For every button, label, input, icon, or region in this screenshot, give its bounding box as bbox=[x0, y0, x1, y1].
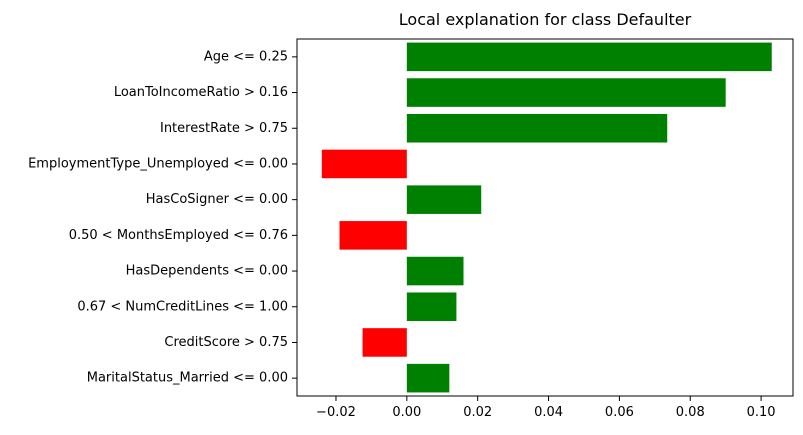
y-axis-ticks: Age <= 0.25 LoanToIncomeRatio > 0.16 Inter… bbox=[28, 49, 297, 386]
y-tick-label: 0.50 < MonthsEmployed <= 0.76 bbox=[69, 228, 288, 243]
x-tick-label: 0.08 bbox=[676, 405, 705, 420]
bar-4 bbox=[406, 185, 482, 214]
x-tick-label: 0.00 bbox=[392, 405, 421, 420]
y-tick-label: InterestRate > 0.75 bbox=[160, 121, 288, 136]
bar-1 bbox=[406, 78, 726, 107]
plot-frame bbox=[296, 38, 794, 397]
bar-9 bbox=[406, 363, 450, 393]
x-tick-label: 0.06 bbox=[605, 405, 634, 420]
bars-group bbox=[321, 42, 772, 393]
bar-7 bbox=[406, 292, 457, 322]
x-axis-ticks: −0.02 0.00 0.02 0.04 0.06 0.08 0.10 bbox=[316, 396, 776, 420]
y-tick-label: Age <= 0.25 bbox=[204, 49, 288, 64]
bar-3 bbox=[321, 149, 407, 179]
chart-title: Local explanation for class Defaulter bbox=[399, 10, 692, 29]
bar-0 bbox=[406, 42, 772, 72]
y-tick-label: HasCoSigner <= 0.00 bbox=[146, 192, 288, 207]
bar-5 bbox=[339, 221, 407, 250]
y-tick-label: 0.67 < NumCreditLines <= 1.00 bbox=[77, 299, 288, 314]
y-tick-label: EmploymentType_Unemployed <= 0.00 bbox=[28, 156, 288, 171]
bar-8 bbox=[362, 328, 407, 357]
y-tick-label: CreditScore > 0.75 bbox=[164, 335, 288, 350]
x-tick-label: 0.04 bbox=[534, 405, 563, 420]
bar-2 bbox=[406, 113, 668, 143]
y-tick-label: MaritalStatus_Married <= 0.00 bbox=[87, 371, 288, 386]
x-tick-label: 0.02 bbox=[463, 405, 492, 420]
bar-6 bbox=[406, 256, 464, 286]
y-tick-label: HasDependents <= 0.00 bbox=[126, 264, 288, 279]
y-tick-label: LoanToIncomeRatio > 0.16 bbox=[114, 85, 288, 100]
x-tick-label: 0.10 bbox=[747, 405, 776, 420]
x-tick-label: −0.02 bbox=[316, 405, 356, 420]
